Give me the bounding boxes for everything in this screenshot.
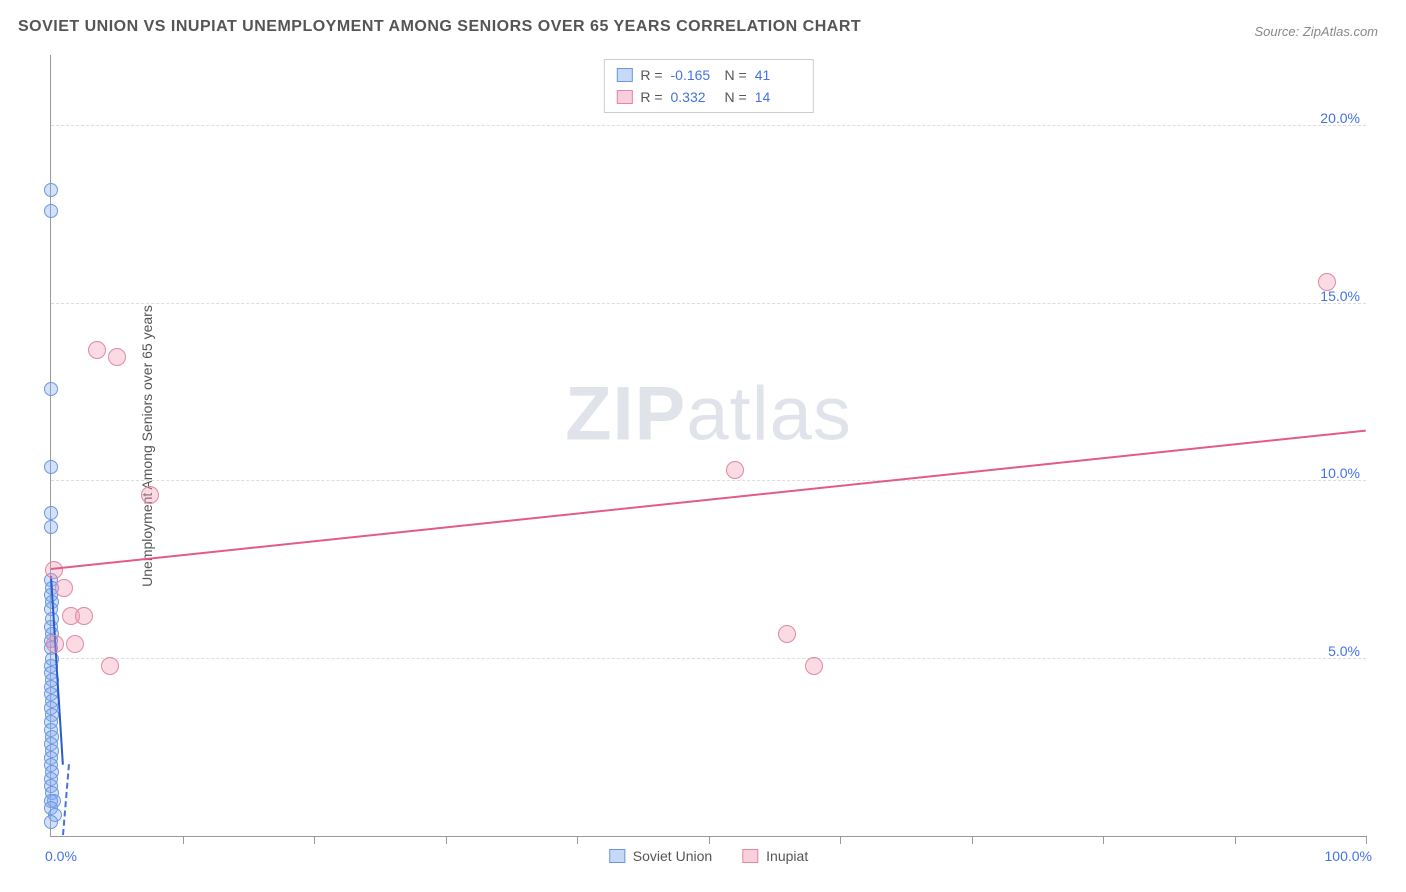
data-point-soviet [44,204,58,218]
swatch-inupiat-icon [742,849,758,863]
n-value-soviet: 41 [755,64,801,86]
r-value-inupiat: 0.332 [671,86,717,108]
r-value-soviet: -0.165 [671,64,717,86]
x-tick-min: 0.0% [45,848,77,864]
x-tick [577,836,578,844]
data-point-inupiat [66,635,84,653]
legend-item-soviet: Soviet Union [609,848,712,864]
data-point-inupiat [75,607,93,625]
data-point-inupiat [141,486,159,504]
r-label: R = [640,86,662,108]
x-tick [972,836,973,844]
bottom-legend: Soviet Union Inupiat [609,848,808,864]
legend-label-inupiat: Inupiat [766,848,808,864]
data-point-soviet [44,815,58,829]
data-point-inupiat [45,561,63,579]
n-label: N = [725,64,747,86]
correlation-stats-box: R = -0.165 N = 41 R = 0.332 N = 14 [603,59,813,113]
data-point-soviet [44,506,58,520]
n-value-inupiat: 14 [755,86,801,108]
y-tick-label: 5.0% [1328,643,1360,659]
gridline-h [51,303,1366,304]
data-point-soviet [44,520,58,534]
data-point-inupiat [108,348,126,366]
legend-item-inupiat: Inupiat [742,848,808,864]
data-point-soviet [44,460,58,474]
swatch-soviet-icon [609,849,625,863]
data-point-inupiat [101,657,119,675]
swatch-inupiat-icon [616,90,632,104]
data-point-inupiat [55,579,73,597]
scatter-plot-area: ZIPatlas R = -0.165 N = 41 R = 0.332 N =… [50,55,1366,837]
legend-label-soviet: Soviet Union [633,848,712,864]
x-tick [709,836,710,844]
trend-line-inupiat [51,429,1366,569]
stats-row-soviet: R = -0.165 N = 41 [616,64,800,86]
watermark-light: atlas [686,372,852,457]
trend-line-extension [62,764,70,835]
x-tick [840,836,841,844]
y-tick-label: 10.0% [1320,465,1360,481]
x-tick [446,836,447,844]
x-tick [1366,836,1367,844]
data-point-inupiat [726,461,744,479]
data-point-inupiat [805,657,823,675]
y-tick-label: 20.0% [1320,110,1360,126]
gridline-h [51,480,1366,481]
data-point-inupiat [1318,273,1336,291]
x-tick-max: 100.0% [1325,848,1372,864]
data-point-soviet [44,382,58,396]
x-tick [1103,836,1104,844]
r-label: R = [640,64,662,86]
data-point-soviet [44,183,58,197]
x-tick [1235,836,1236,844]
gridline-h [51,125,1366,126]
x-tick [314,836,315,844]
data-point-inupiat [778,625,796,643]
swatch-soviet-icon [616,68,632,82]
chart-title: SOVIET UNION VS INUPIAT UNEMPLOYMENT AMO… [18,18,861,36]
data-point-inupiat [46,635,64,653]
stats-row-inupiat: R = 0.332 N = 14 [616,86,800,108]
source-attribution: Source: ZipAtlas.com [1254,24,1378,39]
n-label: N = [725,86,747,108]
gridline-h [51,658,1366,659]
x-tick [183,836,184,844]
data-point-inupiat [88,341,106,359]
watermark: ZIPatlas [565,371,852,458]
watermark-bold: ZIP [565,372,686,457]
